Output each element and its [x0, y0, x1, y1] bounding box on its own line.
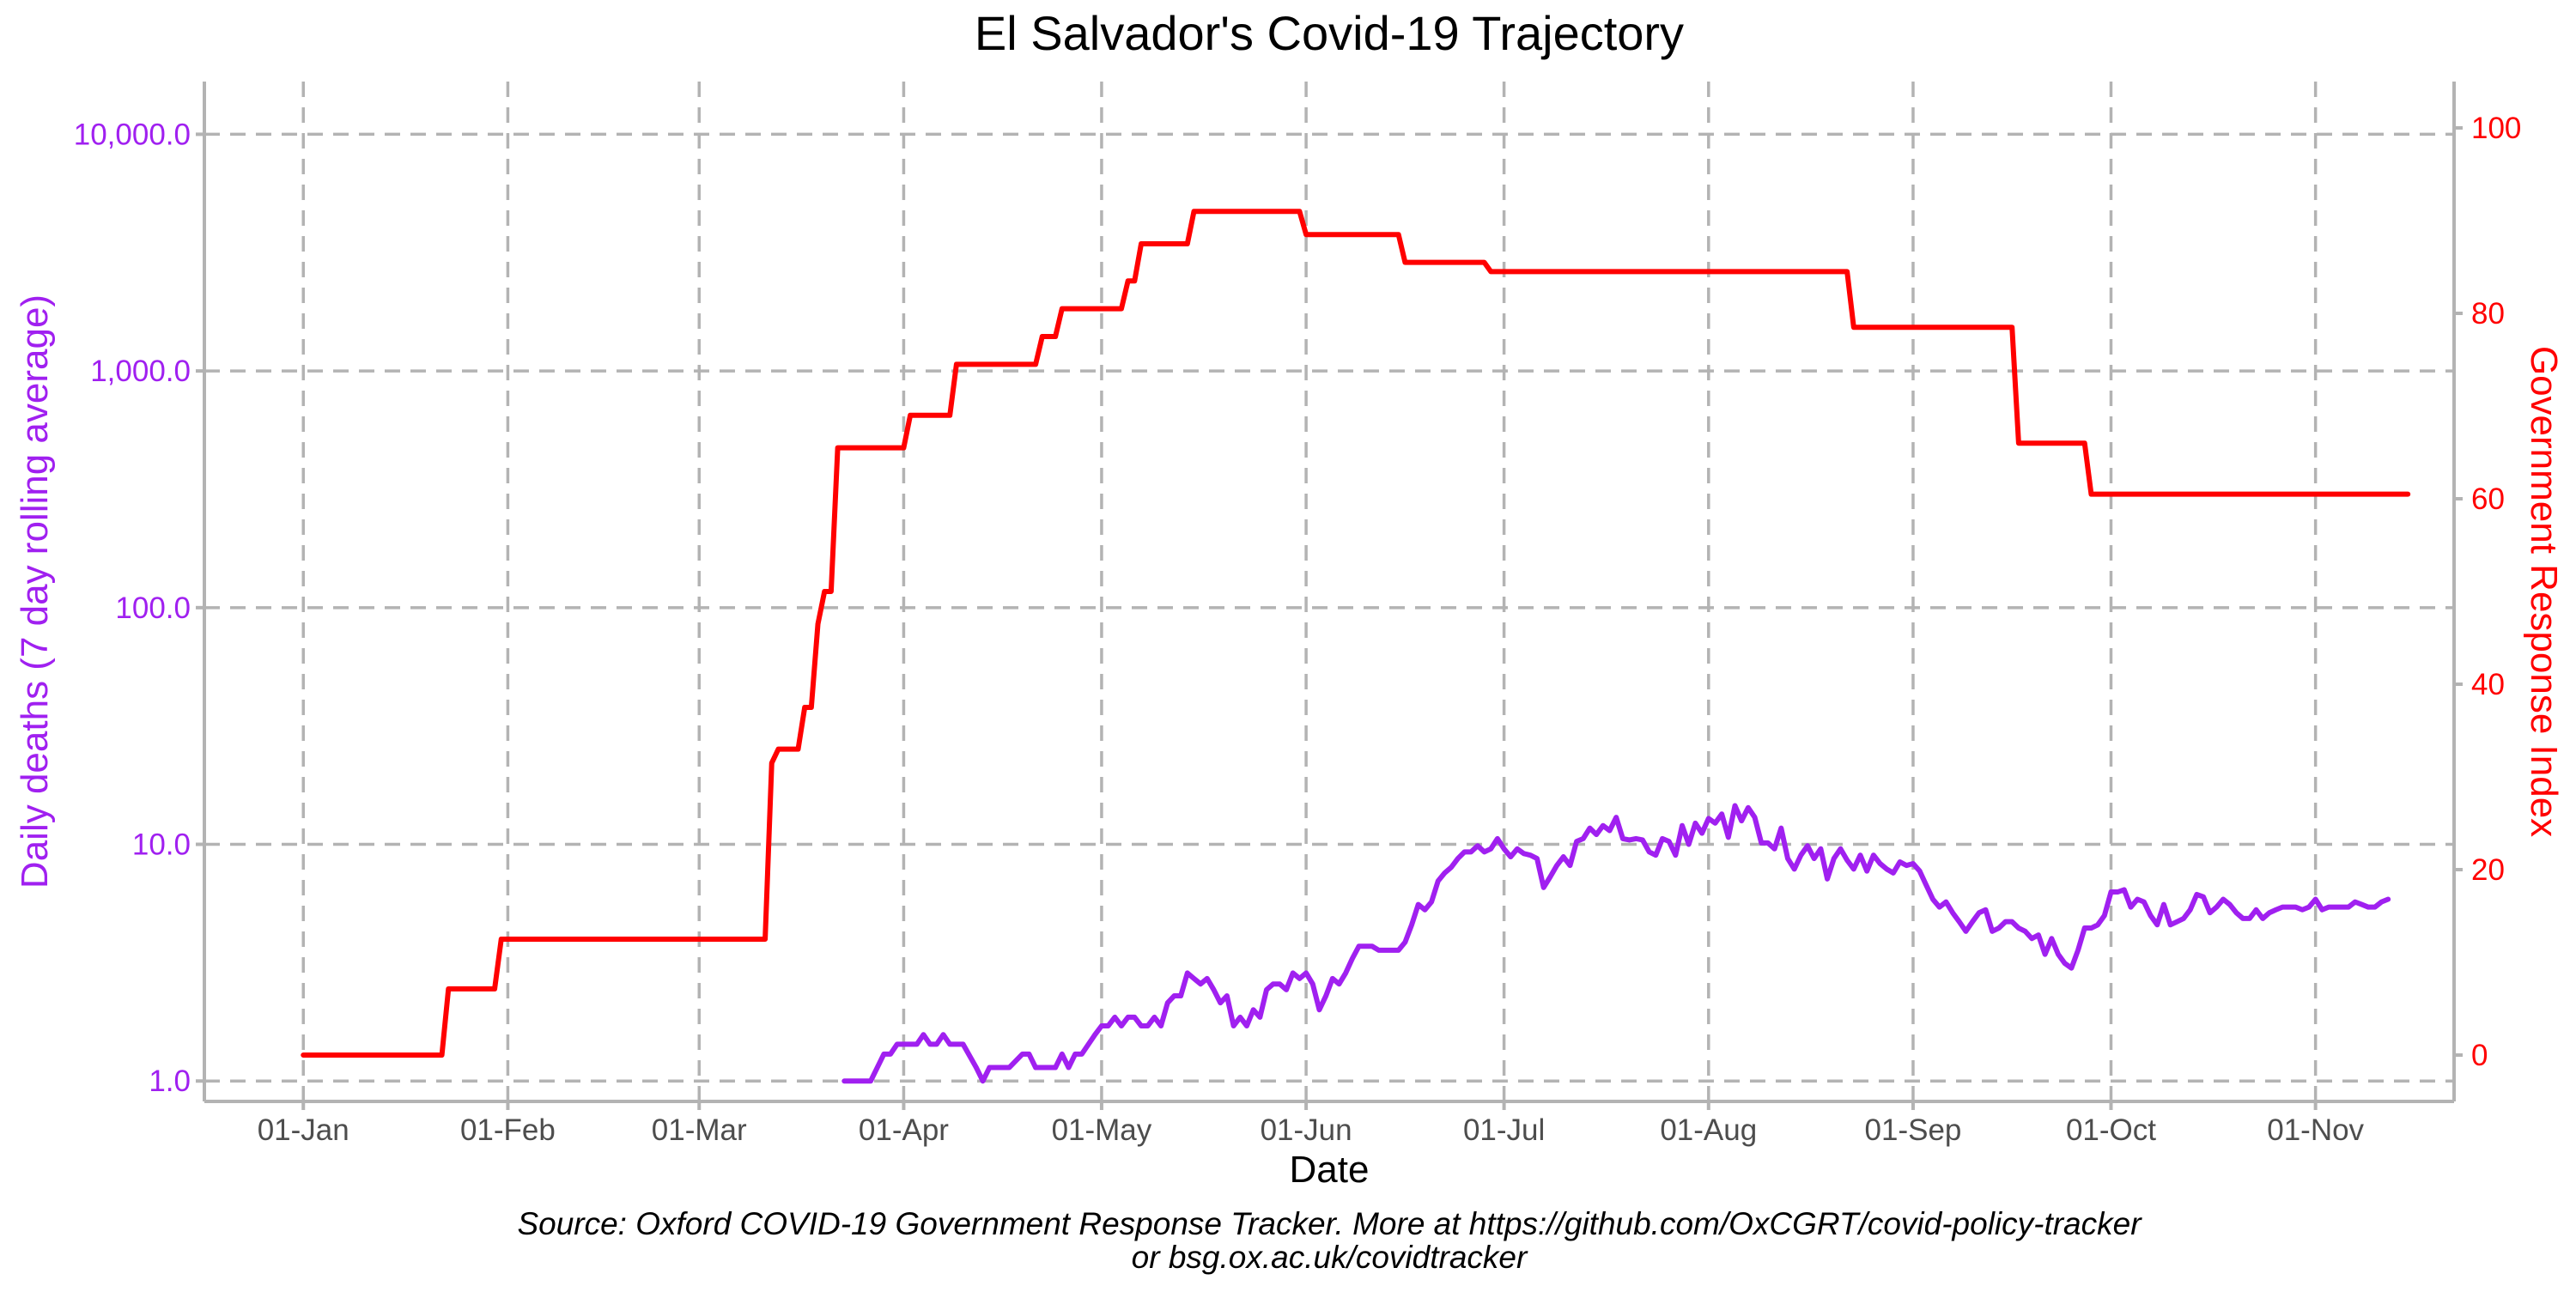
x-tick-label: 01-Sep	[1865, 1113, 1962, 1147]
y-left-tick-label: 100.0	[115, 591, 191, 625]
y-axis-right-title: Government Response Index	[2523, 346, 2565, 837]
y-right-tick-label: 40	[2471, 668, 2505, 701]
x-tick-label: 01-May	[1052, 1113, 1152, 1147]
y-right-tick-label: 0	[2471, 1039, 2488, 1072]
axis-ticks: 1.0 10.0 100.0 1,000.0 10,000.0 0 20 40 60 80 100 0…	[74, 112, 2522, 1147]
x-tick-label: 01-Oct	[2066, 1113, 2156, 1147]
y-right-tick-label: 60	[2471, 482, 2505, 516]
government-response-index-line	[301, 209, 2411, 1058]
x-tick-label: 01-Aug	[1660, 1113, 1757, 1147]
y-right-tick-label: 80	[2471, 297, 2505, 331]
y-right-tick-label: 100	[2471, 112, 2521, 145]
source-caption-line-2: or bsg.ox.ac.uk/covidtracker	[1132, 1240, 1528, 1275]
x-axis-title: Date	[1290, 1149, 1370, 1191]
x-tick-label: 01-Jul	[1463, 1113, 1545, 1147]
x-tick-label: 01-Jun	[1261, 1113, 1352, 1147]
source-caption-line-1: Source: Oxford COVID-19 Government Respo…	[517, 1206, 2142, 1241]
x-tick-label: 01-Apr	[859, 1113, 949, 1147]
y-left-tick-label: 1,000.0	[90, 355, 191, 388]
chart-title: El Salvador's Covid-19 Trajectory	[975, 6, 1684, 60]
y-left-tick-label: 1.0	[149, 1065, 191, 1098]
x-tick-label: 01-Mar	[652, 1113, 747, 1147]
x-tick-label: 01-Nov	[2267, 1113, 2364, 1147]
daily-deaths-line	[841, 803, 2391, 1084]
y-axis-left-title: Daily deaths (7 day rolling average)	[14, 294, 56, 889]
y-right-tick-label: 20	[2471, 853, 2505, 887]
gridlines	[204, 82, 2454, 1101]
y-left-tick-label: 10,000.0	[74, 118, 191, 151]
y-left-tick-label: 10.0	[132, 828, 191, 862]
x-tick-label: 01-Jan	[258, 1113, 349, 1147]
x-tick-label: 01-Feb	[460, 1113, 556, 1147]
